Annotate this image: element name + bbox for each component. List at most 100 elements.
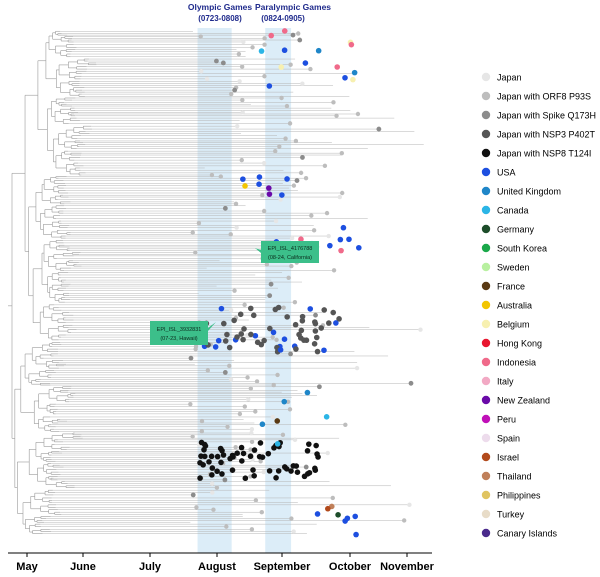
legend-marker-15 (481, 357, 491, 367)
tip-japan (261, 160, 267, 166)
tip-japan (196, 220, 202, 226)
tip-japan (249, 430, 254, 436)
tip-nsp3-cluster (277, 347, 284, 353)
olympic-games-dates: (0723-0808) (198, 14, 242, 23)
tip-nsp3-cluster (311, 341, 318, 347)
legend-label-12: Australia (497, 301, 532, 311)
tip-japan (277, 144, 282, 149)
tip-international (346, 236, 352, 243)
legend-marker-11 (481, 281, 491, 291)
tip-japan (291, 183, 297, 188)
tip-japan (264, 262, 270, 267)
legend-label-13: Belgium (497, 320, 530, 330)
legend-marker-23 (481, 509, 491, 519)
tip-nsp3-cluster (222, 338, 229, 344)
tip-nsp8-cluster (242, 475, 249, 482)
legend-label-6: United Kingdom (497, 187, 561, 197)
olympic-games-label: Olympic Games (188, 2, 253, 12)
tip-japan (236, 51, 242, 57)
legend-marker-1 (481, 91, 491, 101)
tip-japan (261, 208, 267, 214)
tip-international (266, 191, 273, 197)
tip-japan (240, 110, 245, 115)
tip-nsp3-cluster (241, 326, 247, 332)
tip-nsp8-cluster (293, 463, 300, 469)
legend-label-11: France (497, 282, 525, 292)
tip-japan (204, 76, 210, 82)
tip-nsp3-cluster (248, 331, 254, 338)
tip-nsp3-cluster (321, 307, 328, 313)
tip-nsp8-cluster (304, 448, 311, 454)
legend-marker-4 (481, 148, 491, 158)
tip-nsp8-cluster (206, 459, 212, 465)
tip-international (352, 513, 359, 520)
tip-nsp3-cluster (272, 306, 279, 313)
legend-marker-21 (481, 471, 491, 481)
tip-international (323, 414, 330, 420)
tip-japan (288, 62, 293, 67)
legend-label-10: Sweden (497, 263, 530, 273)
tip-japan (254, 379, 260, 384)
tip-nsp8-cluster (219, 471, 225, 477)
month-label-august: August (198, 561, 236, 573)
tip-nsp3-cluster (314, 348, 321, 355)
legend-label-0: Japan (497, 73, 522, 83)
tip-japan (249, 427, 255, 432)
tip-japan (289, 235, 295, 241)
callout-hawaii-note: (07-23, Hawaii) (160, 336, 197, 342)
tip-japan (261, 469, 266, 475)
tip-japan (214, 58, 219, 64)
legend-label-5: USA (497, 168, 516, 178)
tip-nsp8-cluster (312, 465, 318, 472)
tip-international (268, 32, 275, 39)
tip-international (350, 76, 356, 83)
tip-nsp8-cluster (218, 459, 224, 466)
tip-japan (214, 485, 220, 490)
tip-nsp8-cluster (198, 453, 204, 459)
tip-nsp8-cluster (251, 447, 258, 453)
paralympic-games-dates: (0824-0905) (261, 14, 305, 23)
tip-nsp8-cluster (238, 444, 245, 451)
tip-japan (280, 432, 286, 438)
tip-international (256, 174, 263, 180)
legend-marker-12 (481, 300, 491, 310)
tip-international (337, 236, 344, 243)
tip-nsp8-cluster (306, 441, 312, 447)
tip-japan (278, 197, 283, 202)
tip-nsp8-cluster (288, 468, 294, 474)
tip-nsp3-cluster (226, 344, 233, 351)
tip-nsp3-cluster (330, 309, 337, 316)
tip-japan (249, 439, 255, 445)
tip-nsp3-cluster (250, 312, 257, 319)
tip-japan (193, 250, 198, 255)
tip-japan (287, 121, 293, 126)
tip-nsp8-cluster (234, 450, 240, 456)
tip-japan (355, 111, 361, 117)
tip-japan (234, 225, 239, 230)
tip-japan (294, 178, 300, 184)
tip-japan (242, 404, 248, 409)
tip-japan (240, 97, 245, 103)
tip-nsp8-cluster (313, 442, 319, 449)
tip-japan (267, 293, 273, 299)
tip-japan (313, 312, 318, 318)
tip-nsp8-cluster (256, 453, 263, 460)
tip-international (342, 74, 348, 81)
legend-marker-24 (481, 528, 491, 538)
tip-nsp8-cluster (273, 474, 279, 481)
tip-nsp3-cluster (234, 334, 240, 340)
legend-marker-16 (481, 376, 491, 386)
tip-nsp3-cluster (313, 334, 320, 341)
tip-japan (237, 79, 242, 84)
tip-japan (418, 327, 423, 332)
tree-branches (8, 30, 424, 534)
tip-nsp8-cluster (240, 450, 247, 457)
tip-international (266, 83, 273, 89)
month-label-september: September (254, 561, 312, 573)
tip-japan (228, 377, 234, 382)
legend-label-14: Hong Kong (497, 339, 542, 349)
tip-nsp3-cluster (212, 344, 219, 350)
legend-label-1: Japan with ORF8 P93S (497, 92, 591, 102)
tip-japan (401, 518, 407, 523)
